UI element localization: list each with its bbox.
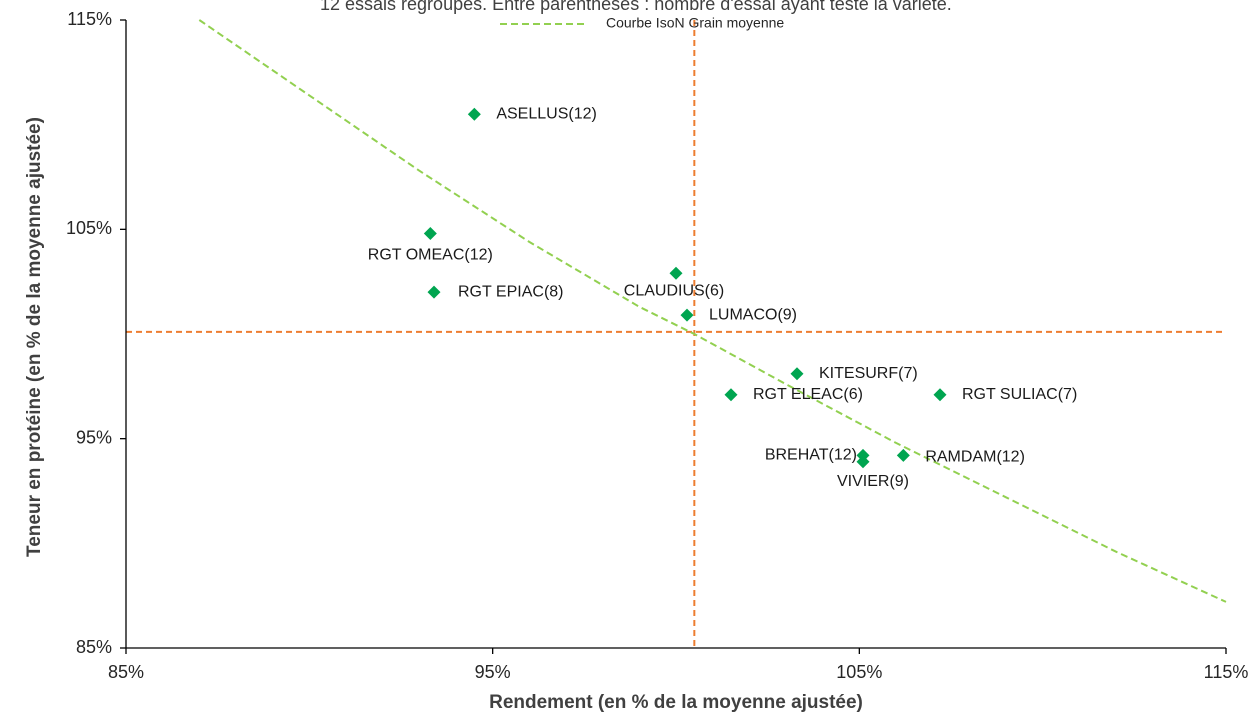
data-point-marker <box>467 107 481 121</box>
data-point-label: RGT EPIAC(8) <box>458 283 564 300</box>
y-tick-label: 115% <box>67 9 112 29</box>
data-point-label: KITESURF(7) <box>819 365 918 382</box>
x-axis-title: Rendement (en % de la moyenne ajustée) <box>489 692 863 713</box>
data-point-marker <box>680 308 694 322</box>
axes: 85% 95% 105% 115% 85% 95% 105% 115% <box>66 9 1248 682</box>
y-axis-title: Teneur en protéine (en % de la moyenne a… <box>24 117 45 557</box>
reference-lines <box>126 20 1226 648</box>
data-point-label: ASELLUS(12) <box>496 105 597 122</box>
data-point-label: VIVIER(9) <box>837 473 909 490</box>
data-point-label: RGT SULIAC(7) <box>962 386 1077 403</box>
data-point-label: BREHAT(12) <box>765 447 857 464</box>
data-point-marker <box>724 388 738 402</box>
data-point-marker <box>423 227 437 241</box>
data-point-label: RGT OMEAC(12) <box>368 247 493 264</box>
x-tick-label: 105% <box>836 662 882 682</box>
data-point-marker <box>427 285 441 299</box>
point-labels: ASELLUS(12) RGT OMEAC(12) RGT EPIAC(8) CLAU… <box>368 105 1077 490</box>
ison-curve-layer <box>198 19 1227 603</box>
data-point-marker <box>896 448 910 462</box>
chart-subtitle: 12 essais regroupés. Entre parenthèses :… <box>320 0 952 14</box>
data-point-label: LUMACO(9) <box>709 306 797 323</box>
x-tick-label: 85% <box>108 662 144 682</box>
legend-label: Courbe IsoN Grain moyenne <box>606 15 784 31</box>
data-point-marker <box>933 388 947 402</box>
data-point-label: CLAUDIUS(6) <box>624 283 724 300</box>
ison-curve <box>198 19 1227 603</box>
y-tick-label: 105% <box>66 218 112 238</box>
y-tick-label: 85% <box>76 637 112 657</box>
data-point-label: RGT ELEAC(6) <box>753 386 863 403</box>
data-point-marker <box>669 266 683 280</box>
data-points <box>423 107 947 469</box>
data-point-marker <box>790 367 804 381</box>
data-point-marker <box>856 455 870 469</box>
x-tick-label: 95% <box>475 662 511 682</box>
y-tick-label: 95% <box>76 427 112 447</box>
data-point-label: RAMDAM(12) <box>925 449 1025 466</box>
x-tick-label: 115% <box>1204 662 1249 682</box>
